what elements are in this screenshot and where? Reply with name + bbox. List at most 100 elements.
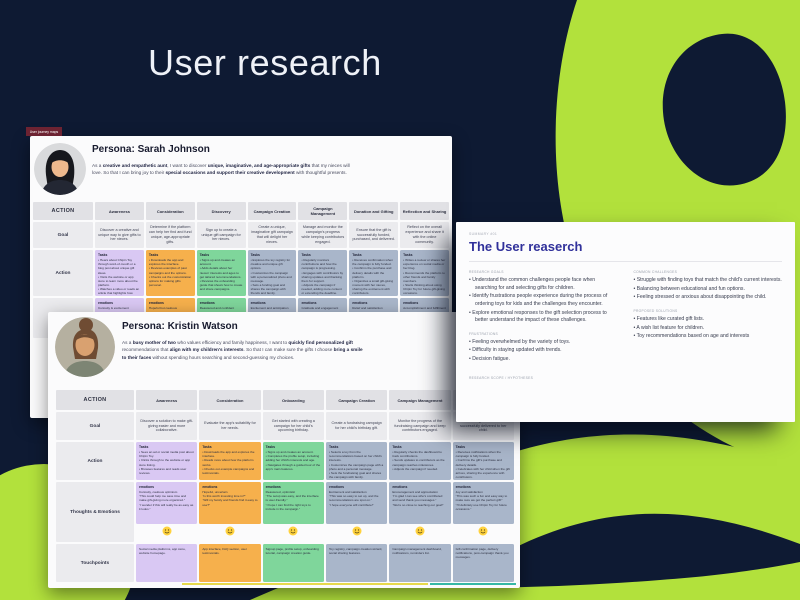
emotion-sticky[interactable]: emotions Reassured, optimistic “The setu… <box>262 482 324 524</box>
tasks-list: • Downloads the app and explores the int… <box>148 258 192 288</box>
emotion-sticky[interactable]: emotions Joy and satisfaction “This was … <box>452 482 514 524</box>
smiley-emoji[interactable] <box>415 526 425 536</box>
persona-description-sarah: As a creative and empathetic aunt, I wan… <box>92 163 350 176</box>
touchpoints-sticky[interactable]: Gift confirmation page, delivery notific… <box>452 544 514 582</box>
tasks-sticky[interactable]: Tasks • Sees an ad or social media post … <box>136 442 198 480</box>
sticky-title: Tasks <box>265 445 276 449</box>
journey-column: Campaign Creation Create a unique, imagi… <box>247 202 297 338</box>
tasks-sticky[interactable]: Tasks • Writes a review or shares her ex… <box>400 250 450 296</box>
emotion-label: Curiosity, cautious optimism <box>139 490 178 494</box>
persona-heading-sarah: Persona: Sarah Johnson <box>92 144 210 155</box>
smiley-emoji[interactable] <box>162 526 172 536</box>
panel-left-column: RESEARCH GOALS Understand the common cha… <box>469 270 618 383</box>
smiley-emoji[interactable] <box>225 526 235 536</box>
sticky-title: Tasks <box>139 445 149 449</box>
emotion-label: Curiosity & excitement <box>98 306 129 310</box>
emotion-sticky[interactable]: emotions Excitement and satisfaction “Th… <box>325 482 388 524</box>
row-label-column: ACTION Goal Action Thoughts & Emotions T… <box>56 390 134 582</box>
frustrations-list: Feeling overwhelmed by the variety of to… <box>469 339 618 364</box>
smiley-emoji[interactable] <box>478 526 488 536</box>
emotion-cell: emotions Hopeful, uncertain “Is this wor… <box>199 482 261 542</box>
tasks-sticky[interactable]: Tasks • Regularly monitors contributions… <box>298 250 348 296</box>
sticky-title: emotions <box>403 301 419 305</box>
emotion-label: Joy and satisfaction <box>455 490 483 494</box>
touchpoints-text: App interface, FAQ section, user testimo… <box>202 547 247 556</box>
bullet-item: Understand the common challenges people … <box>469 277 618 292</box>
tasks-sticky[interactable]: Tasks • Selects a toy from the recommend… <box>325 442 388 480</box>
tasks-sticky[interactable]: Tasks • Receives confirmation when the c… <box>349 250 399 296</box>
sticky-title: Tasks <box>352 253 362 257</box>
journey-column: Consideration Determine if the platform … <box>145 202 195 338</box>
goal-cell: Sign up to create a unique gift campaign… <box>196 222 246 248</box>
journey-column: Campaign Management Monitor the progress… <box>389 390 451 582</box>
stage-header: Reflection and Sharing <box>400 202 450 220</box>
goal-cell: Discover a creative and unique way to gi… <box>95 222 144 248</box>
tasks-sticky[interactable]: Tasks • Receives notifications when the … <box>452 442 514 480</box>
goal-cell: Ensure that the gift is successfully fun… <box>349 222 399 248</box>
panel-title: The User reaserch <box>469 239 583 254</box>
tasks-list: • Receives confirmation when the campaig… <box>352 258 394 296</box>
emotion-label: Hopeful, uncertain <box>202 490 228 494</box>
sticky-title: emotions <box>265 485 281 489</box>
persona-card-sarah[interactable]: Persona: Sarah Johnson As a creative and… <box>30 136 452 418</box>
sticky-title: emotions <box>250 301 266 305</box>
bullet-item: Balancing between educational and fun op… <box>634 286 783 294</box>
stage-header: Campaign Creation <box>325 390 388 410</box>
emotion-label: Hopeful but cautious <box>148 306 178 310</box>
stage-header: Onboarding <box>262 390 324 410</box>
goal-cell: Manage and monitor the campaign's progre… <box>298 222 348 248</box>
smiley-emoji[interactable] <box>352 526 362 536</box>
emotion-cell: emotions Encouragement and appreciation … <box>389 482 451 542</box>
avatar-sarah-photo <box>34 143 86 195</box>
emotion-sticky[interactable]: emotions Curiosity, cautious optimism “T… <box>136 482 198 524</box>
tasks-sticky[interactable]: Tasks • Downloads the app and explores t… <box>145 250 195 296</box>
touchpoints-sticky[interactable]: Signup page, profile setup, onboarding t… <box>262 544 324 582</box>
touchpoints-sticky[interactable]: Social media platforms, app store, websi… <box>136 544 198 582</box>
row-label-goal: Goal <box>56 412 134 440</box>
avatar-sarah[interactable] <box>34 143 86 195</box>
tasks-sticky[interactable]: Tasks • Regularly checks the dashboard t… <box>389 442 451 480</box>
touchpoints-text: Campaign management dashboard, notificat… <box>392 547 442 556</box>
emotion-label: Excitement and anticipation <box>250 306 289 310</box>
section-label-footer: RESEARCH SCOPE / HYPOTHESES <box>469 375 534 380</box>
avatar-kristin[interactable] <box>55 317 115 377</box>
tasks-sticky[interactable]: Tasks • Explores the toy registry for cr… <box>247 250 297 296</box>
touchpoints-text: Social media platforms, app store, websi… <box>139 547 186 556</box>
touchpoints-sticky[interactable]: Campaign management dashboard, notificat… <box>389 544 451 582</box>
touchpoints-sticky[interactable]: App interface, FAQ section, user testimo… <box>199 544 261 582</box>
research-summary-panel[interactable]: SUMMARY #01 The User reaserch RESEARCH G… <box>456 222 795 422</box>
stage-header: Campaign Management <box>298 202 348 220</box>
tasks-sticky[interactable]: Tasks • Signs up and creates an account.… <box>196 250 246 296</box>
tasks-sticky[interactable]: Tasks • Hears about Chipin Toy through w… <box>95 250 144 296</box>
sticky-title: emotions <box>301 301 317 305</box>
tasks-sticky[interactable]: Tasks • Downloads the app and explores t… <box>199 442 261 480</box>
tasks-list: • Downloads the app and explores the int… <box>202 450 255 475</box>
tasks-list: • Explores the toy registry for creative… <box>250 258 292 296</box>
touchpoints-sticky[interactable]: Toy registry, campaign creation wizard, … <box>325 544 388 582</box>
bullet-item: Struggle with finding toys that match th… <box>634 277 783 285</box>
journey-column: Donation and Gifting Ensure the gift is … <box>452 390 514 582</box>
row-label-touchpoints: Touchpoints <box>56 544 134 582</box>
tasks-list: • Selects a toy from the recommendations… <box>328 450 384 480</box>
panel-right-column: COMMON CHALLENGES Struggle with finding … <box>634 270 783 383</box>
tasks-list: • Signs up and creates an account. • Com… <box>265 450 321 471</box>
journey-columns: Awareness Discover a solution to make gi… <box>136 390 514 582</box>
emotion-quotes: “This was so easy to set up, and the rec… <box>328 494 379 507</box>
smiley-emoji[interactable] <box>288 526 298 536</box>
common-challenges-list: Struggle with finding toys that match th… <box>634 277 783 302</box>
tasks-sticky[interactable]: Tasks • Signs up and creates an account.… <box>262 442 324 480</box>
persona-card-kristin[interactable]: Persona: Kristin Watson As a busy mother… <box>48 312 520 588</box>
emotion-cell: emotions Excitement and satisfaction “Th… <box>325 482 388 542</box>
journey-column: Consideration Evaluate the app's suitabi… <box>199 390 261 582</box>
sticky-title: emotions <box>352 301 368 305</box>
goal-cell: Create a fundraising campaign for her ch… <box>325 412 388 440</box>
emotion-cell: emotions Curiosity, cautious optimism “T… <box>136 482 198 542</box>
emotion-sticky[interactable]: emotions Hopeful, uncertain “Is this wor… <box>199 482 261 524</box>
section-tag[interactable]: User journey maps <box>26 127 62 136</box>
emotion-quotes: “The setup was easy, and the interface i… <box>265 494 319 511</box>
emotion-label: Reassured and confident <box>199 306 235 310</box>
emotion-sticky[interactable]: emotions Encouragement and appreciation … <box>389 482 451 524</box>
panel-kicker: SUMMARY #01 <box>469 232 498 236</box>
sticky-title: Tasks <box>455 445 466 449</box>
